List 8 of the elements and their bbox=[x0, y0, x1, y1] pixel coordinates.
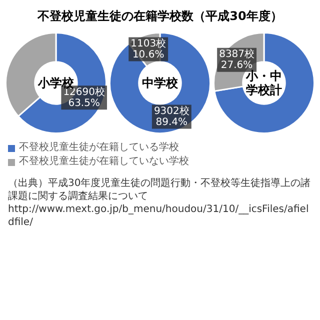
text: 中学校 bbox=[141, 75, 179, 92]
legend-label: 不登校児童生徒が在籍している学校 bbox=[19, 141, 179, 155]
data-label: 9302校 89.4% bbox=[154, 104, 190, 128]
legend-label: 不登校児童生徒が在籍していない学校 bbox=[19, 155, 189, 169]
data-label: 8387校 27.6% bbox=[219, 48, 255, 72]
data-label: 1103校 10.6% bbox=[130, 37, 166, 60]
chart-title: 不登校児童生徒の在籍学校数（平成30年度） bbox=[36, 8, 284, 25]
text: http://www.mext.go.jp/b_menu/houdou/31/10/__icsFiles/afieldfile/ bbox=[8, 203, 310, 229]
